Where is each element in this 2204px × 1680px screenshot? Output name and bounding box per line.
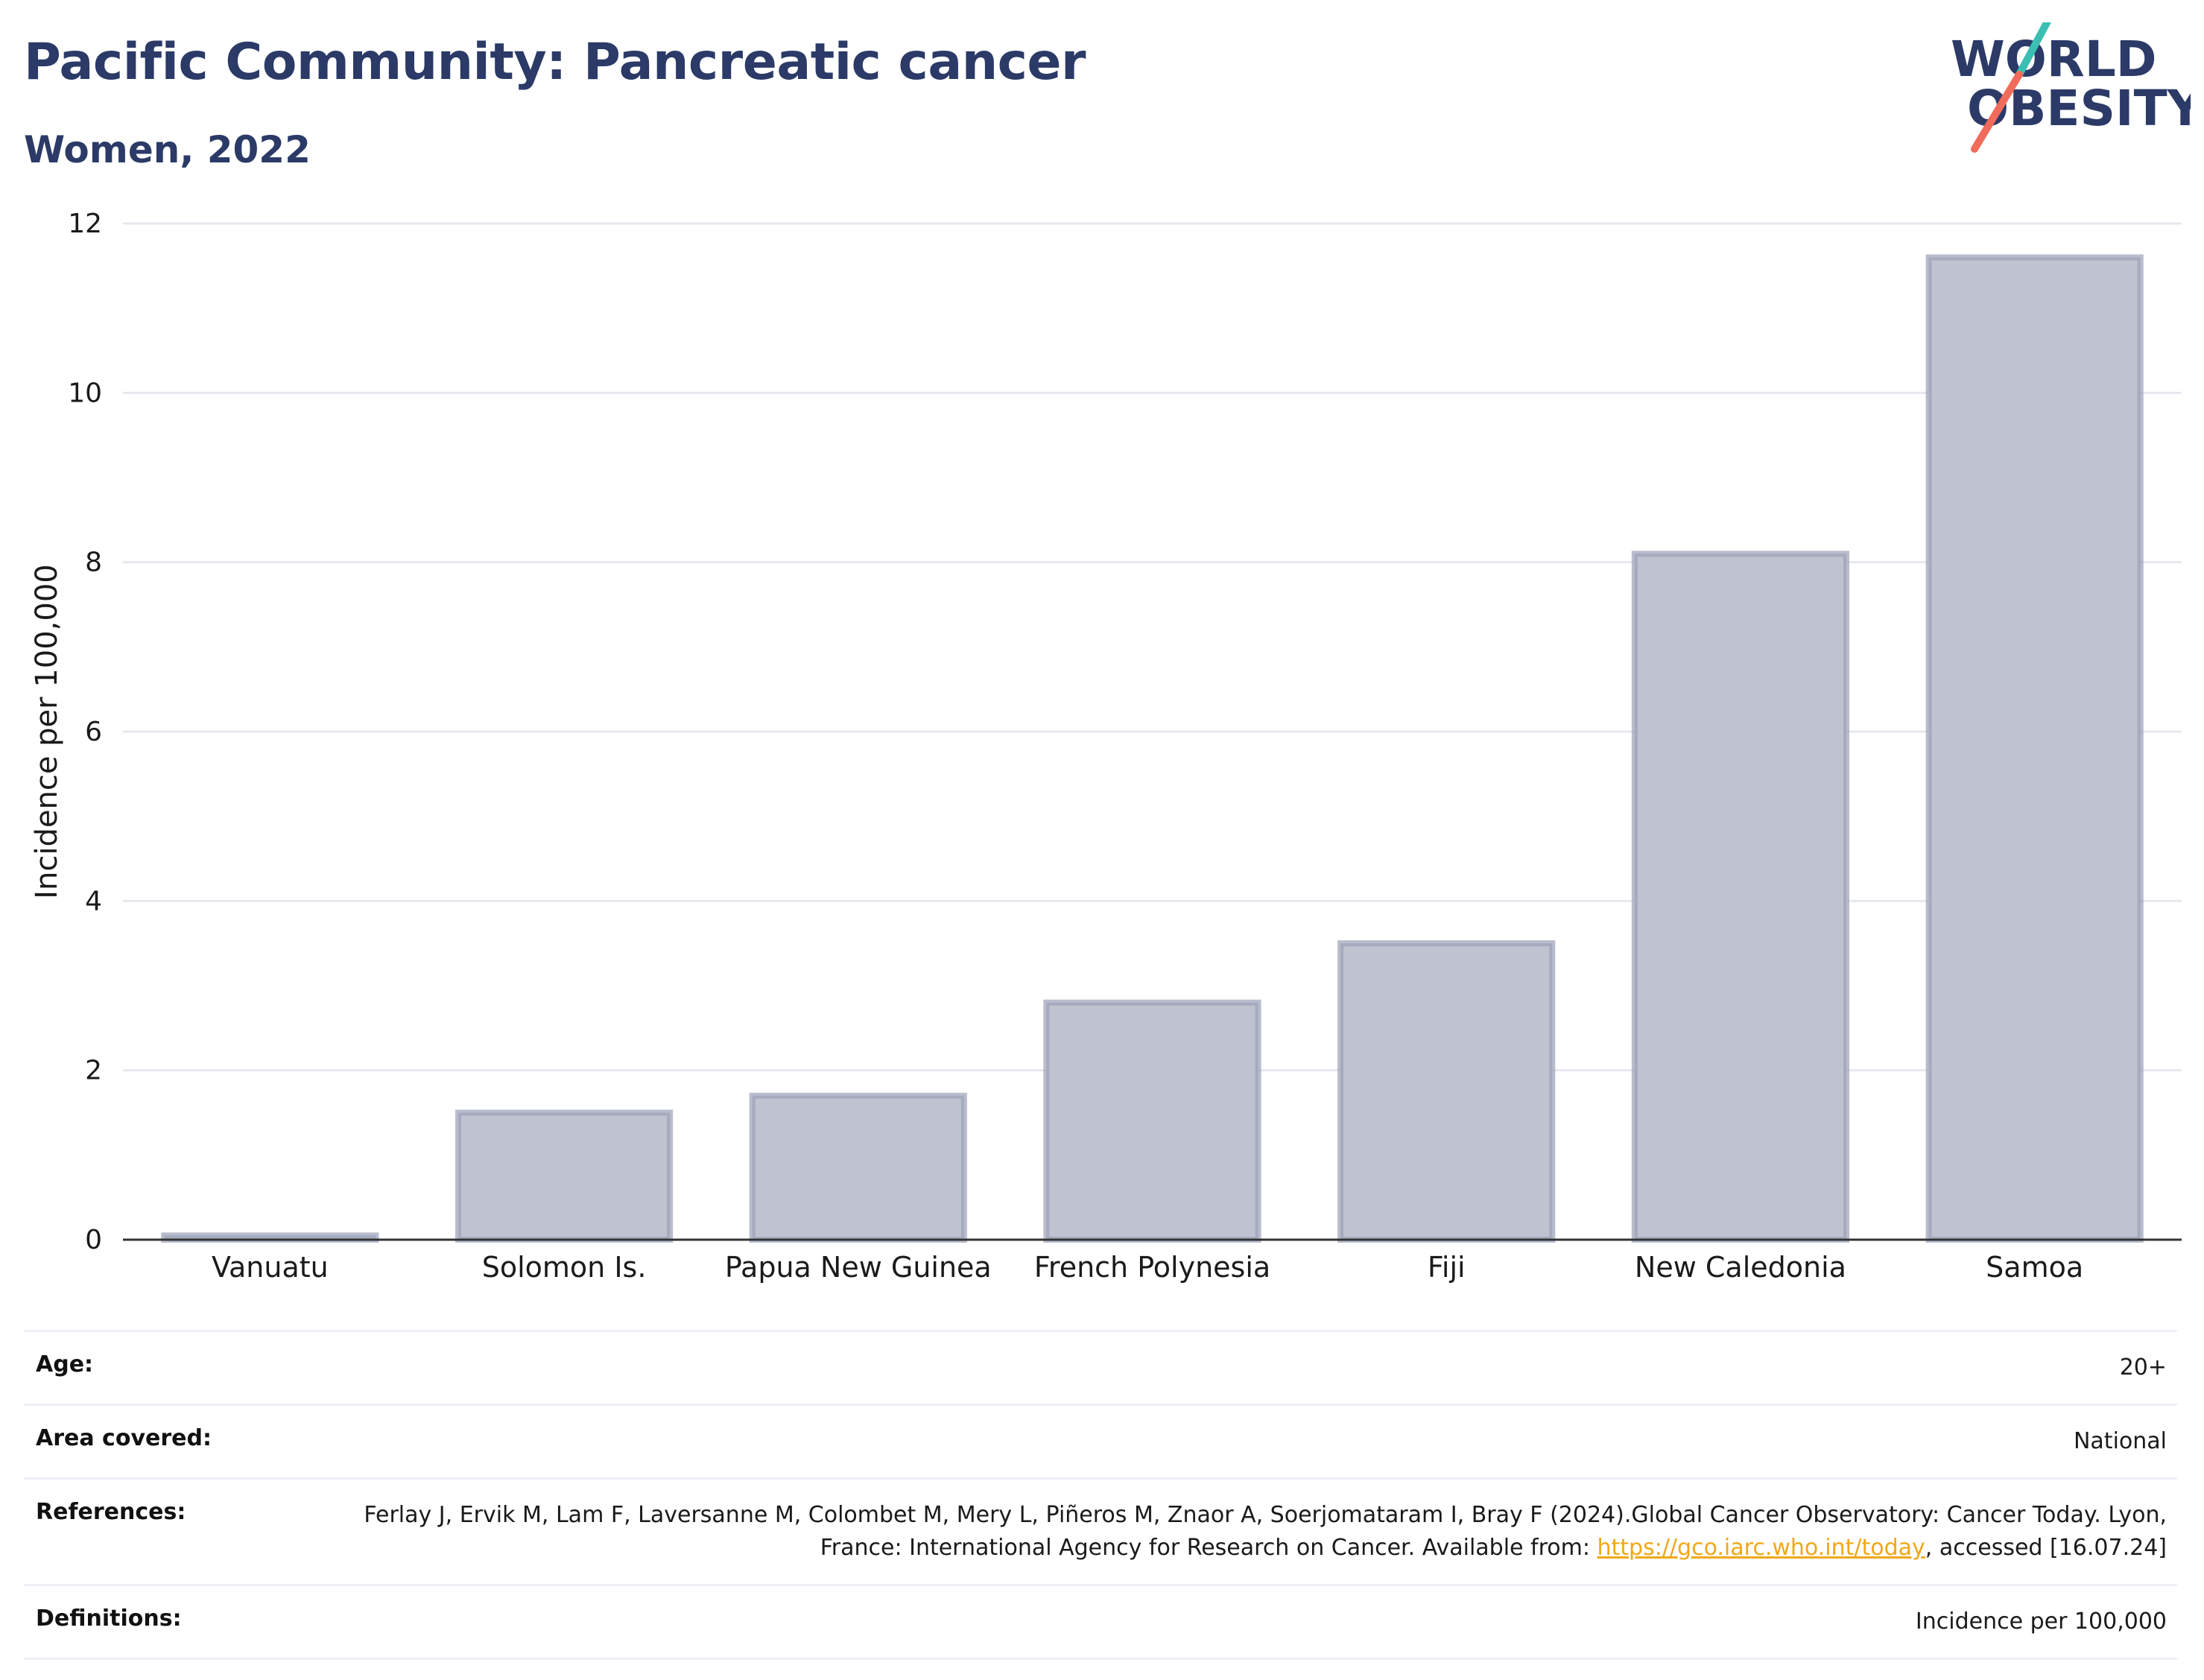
bar-chart: 0 2 4 6 8 10 12 Vanuatu Solomon Is. Papua New Gu… bbox=[30, 209, 2182, 1284]
x-tick-label: Papua New Guinea bbox=[725, 1251, 992, 1284]
y-tick-label: 6 bbox=[85, 717, 102, 747]
references-link[interactable]: https://gco.iarc.who.int/today bbox=[1597, 1535, 1925, 1561]
meta-age-value: 20+ bbox=[2119, 1354, 2167, 1381]
y-axis-label: Incidence per 100,000 bbox=[30, 564, 64, 899]
grid-lines bbox=[123, 222, 2182, 1072]
y-tick-label: 10 bbox=[68, 378, 102, 408]
chart-title: Pacific Community: Pancreatic cancer bbox=[24, 33, 1086, 92]
bar[interactable] bbox=[749, 1092, 967, 1243]
meta-definitions-label: Definitions: bbox=[36, 1605, 182, 1632]
bars bbox=[161, 254, 2144, 1243]
logo-slash-top bbox=[2015, 22, 2051, 78]
y-tick-label: 0 bbox=[85, 1225, 102, 1255]
y-tick-labels: 0 2 4 6 8 10 12 bbox=[68, 209, 102, 1255]
meta-age-label: Age: bbox=[36, 1351, 94, 1378]
meta-definitions-value: Incidence per 100,000 bbox=[1915, 1608, 2167, 1635]
x-tick-label: French Polynesia bbox=[1034, 1251, 1270, 1284]
meta-row-definitions: Definitions: Incidence per 100,000 bbox=[24, 1584, 2177, 1660]
x-tick-label: Solomon Is. bbox=[482, 1251, 647, 1284]
meta-references-label: References: bbox=[36, 1499, 186, 1525]
logo-slash-bottom bbox=[1971, 71, 2023, 153]
y-tick-label: 12 bbox=[68, 209, 102, 239]
world-obesity-logo: WORLD OBESITY bbox=[1951, 22, 2191, 153]
x-tick-label: Vanuatu bbox=[212, 1251, 329, 1284]
x-tick-label: Fiji bbox=[1428, 1251, 1466, 1284]
logo-text-obesity: OBESITY bbox=[1967, 80, 2191, 137]
metadata-table: Age: 20+ Area covered: National Referenc… bbox=[24, 1330, 2177, 1660]
meta-row-age: Age: 20+ bbox=[24, 1330, 2177, 1404]
bar[interactable] bbox=[455, 1109, 674, 1243]
bar[interactable] bbox=[1925, 254, 2144, 1243]
meta-area-label: Area covered: bbox=[36, 1425, 212, 1451]
bar[interactable] bbox=[1631, 551, 1850, 1243]
x-tick-label: New Caledonia bbox=[1635, 1251, 1846, 1284]
bar[interactable] bbox=[1043, 999, 1261, 1243]
references-text: Ferlay J, Ervik M, Lam F, Laversanne M, … bbox=[364, 1502, 2167, 1561]
y-tick-label: 8 bbox=[85, 548, 102, 578]
bar[interactable] bbox=[1337, 940, 1556, 1243]
meta-area-value: National bbox=[2073, 1428, 2167, 1454]
chart-subtitle: Women, 2022 bbox=[24, 128, 311, 171]
y-tick-label: 4 bbox=[85, 886, 102, 916]
x-tick-labels: Vanuatu Solomon Is. Papua New Guinea French… bbox=[212, 1251, 2083, 1284]
meta-references-value: Ferlay J, Ervik M, Lam F, Laversanne M, … bbox=[341, 1499, 2167, 1565]
logo-text-world: WORLD bbox=[1951, 31, 2157, 88]
meta-row-references: References: Ferlay J, Ervik M, Lam F, La… bbox=[24, 1477, 2177, 1584]
meta-row-area: Area covered: National bbox=[24, 1404, 2177, 1477]
references-accessed: , accessed [16.07.24] bbox=[1925, 1535, 2167, 1561]
x-tick-label: Samoa bbox=[1986, 1251, 2083, 1284]
y-tick-label: 2 bbox=[85, 1056, 102, 1086]
